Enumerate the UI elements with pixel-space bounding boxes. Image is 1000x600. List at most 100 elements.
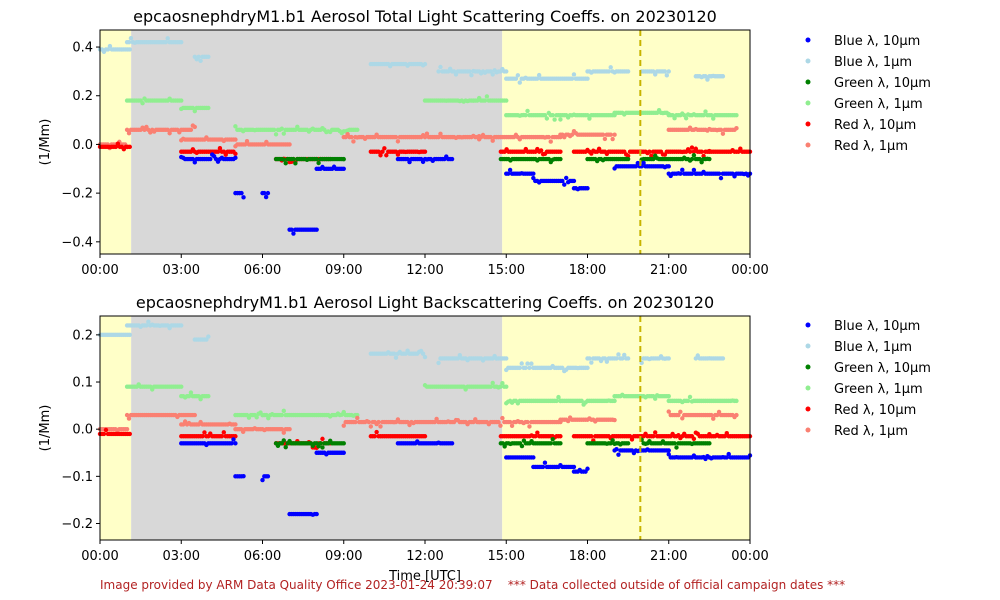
legend-label: Green λ, 10µm — [834, 76, 931, 91]
y-tick-label: 0.2 — [72, 328, 93, 343]
data-point — [720, 74, 726, 79]
data-point — [368, 424, 374, 429]
data-point — [395, 139, 401, 144]
data-point — [705, 77, 710, 82]
data-point — [265, 190, 271, 196]
data-point — [215, 149, 221, 154]
data-point — [550, 436, 555, 442]
data-point — [689, 171, 695, 176]
chart-panel-2: 00:00 03:00 06:00 09:00 12:00 15:00 18:00 21:00… — [38, 293, 931, 584]
data-point — [604, 359, 610, 364]
data-point — [653, 396, 658, 401]
data-point — [571, 178, 577, 184]
data-point — [254, 415, 259, 420]
data-point — [221, 430, 227, 435]
x-tick-label: 15:00 — [488, 263, 525, 278]
data-point — [680, 416, 685, 421]
data-point — [320, 436, 325, 442]
data-point — [281, 157, 286, 162]
data-point — [422, 134, 428, 140]
data-point — [585, 186, 590, 191]
data-point — [241, 195, 246, 200]
data-point — [287, 142, 292, 147]
chart-title: epcaosnephdryM1.b1 Aerosol Total Light S… — [133, 7, 717, 26]
data-point — [651, 434, 656, 439]
data-point — [263, 194, 269, 200]
data-point — [585, 76, 590, 81]
data-point — [504, 384, 509, 389]
data-point — [438, 131, 443, 136]
data-point — [281, 131, 286, 136]
data-point — [614, 446, 619, 452]
data-point — [490, 138, 495, 143]
data-point — [124, 127, 130, 133]
data-point — [707, 441, 712, 446]
data-point — [548, 441, 554, 446]
data-point — [436, 134, 441, 140]
data-point — [625, 153, 631, 159]
legend-marker — [805, 142, 811, 148]
data-point — [382, 146, 387, 151]
data-point — [127, 144, 132, 150]
data-point — [372, 434, 377, 439]
data-point — [564, 175, 569, 181]
data-point — [188, 127, 194, 133]
data-point — [666, 69, 671, 74]
data-point — [672, 441, 677, 446]
data-point — [689, 145, 695, 150]
data-point — [438, 64, 443, 70]
data-point — [687, 149, 693, 154]
legend: Blue λ, 10µm Blue λ, 1µm Green λ, 10µm Gree… — [805, 34, 931, 154]
data-point — [190, 156, 196, 162]
data-point — [571, 464, 577, 470]
data-point — [676, 412, 681, 418]
data-point — [562, 182, 567, 187]
data-point — [509, 423, 515, 428]
x-tick-label: 00:00 — [81, 549, 118, 564]
data-point — [316, 160, 321, 166]
shaded-region — [100, 30, 132, 254]
x-tick-label: 21:00 — [650, 263, 687, 278]
legend-marker — [805, 79, 811, 85]
data-point — [376, 149, 381, 154]
data-point — [482, 98, 488, 103]
data-point — [393, 134, 399, 140]
data-point — [219, 434, 225, 439]
data-point — [505, 171, 511, 176]
data-point — [579, 398, 584, 404]
data-point — [519, 361, 524, 366]
legend-label: Green λ, 10µm — [834, 361, 931, 376]
data-point — [544, 116, 550, 121]
data-point — [281, 430, 286, 435]
data-point — [434, 416, 439, 422]
data-point — [734, 126, 739, 131]
data-point — [614, 356, 619, 361]
legend-marker — [805, 322, 811, 328]
data-point — [229, 441, 234, 446]
y-tick-label: −0.1 — [61, 470, 93, 485]
data-point — [279, 426, 285, 432]
data-point — [341, 166, 346, 171]
data-point — [422, 434, 428, 439]
data-point — [587, 116, 592, 121]
data-point — [233, 422, 238, 427]
data-point — [602, 136, 608, 142]
data-point — [467, 69, 472, 74]
data-point — [192, 108, 197, 114]
data-point — [718, 127, 724, 133]
data-point — [525, 108, 530, 114]
data-point — [391, 351, 397, 356]
data-point — [625, 441, 631, 446]
data-point — [625, 156, 631, 162]
chart-title: epcaosnephdryM1.b1 Aerosol Light Backsca… — [136, 293, 714, 312]
data-point — [206, 105, 211, 111]
data-point — [113, 144, 119, 150]
data-point — [720, 131, 726, 136]
data-point — [608, 65, 613, 70]
data-point — [585, 113, 590, 118]
y-tick-label: 0.4 — [72, 41, 93, 56]
data-point — [734, 412, 739, 418]
data-point — [519, 443, 525, 449]
data-point — [550, 113, 555, 118]
data-point — [674, 445, 679, 450]
